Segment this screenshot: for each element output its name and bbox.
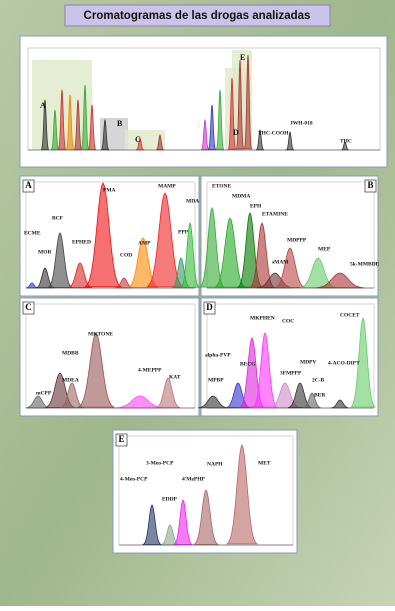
- peak-label: 2C-B: [312, 377, 325, 383]
- overview-label: JWH-018: [290, 120, 313, 126]
- peak-label: 4-ACO-DIPT: [328, 360, 360, 366]
- peak-label: MPBP: [208, 377, 224, 383]
- peak-label: BCF: [52, 215, 64, 221]
- peak-label: MDEA: [62, 377, 79, 383]
- peak-label: 3-Meo-PCP: [146, 460, 174, 466]
- peak-label: MDA: [186, 198, 199, 204]
- peak-label: 4-MEPPP: [138, 367, 162, 373]
- peak-label: KAT: [169, 374, 181, 380]
- title: Cromatogramas de las drogas analizadas: [84, 10, 311, 22]
- overview-label: THC: [340, 138, 352, 144]
- peak-label: ECME: [24, 230, 41, 236]
- peak-label: PPP: [178, 229, 189, 235]
- panel-letter: E: [118, 434, 124, 444]
- peak-label: EDDP: [162, 496, 178, 502]
- peak-label: ETAMINE: [262, 211, 288, 217]
- peak-label: BECG: [240, 361, 256, 367]
- panel-letter: D: [206, 302, 213, 312]
- overview-label: E: [240, 53, 245, 62]
- figure: Cromatogramas de las drogas analizadas A…: [0, 0, 395, 606]
- peak-label: 5k-MMBDE: [350, 261, 380, 267]
- peak-label: 4'MePHP: [182, 476, 206, 482]
- peak-label: MET: [258, 460, 271, 466]
- peak-label: sMAM: [272, 259, 289, 265]
- peak-label: alpha-PVP: [205, 352, 231, 358]
- peak-label: mCPP: [36, 390, 52, 396]
- overview-label: C: [135, 135, 141, 144]
- peak-label: MOR: [38, 249, 52, 255]
- peak-label: EPH: [250, 203, 262, 209]
- peak-label: MDMA: [232, 193, 250, 199]
- overview-label: D: [233, 128, 239, 137]
- peak-label: MEP: [318, 246, 331, 252]
- page: Cromatogramas de las drogas analizadas A…: [0, 0, 395, 606]
- peak-label: EPHED: [72, 239, 91, 245]
- overview-label: THC-COOH: [258, 130, 289, 136]
- peak-label: MDPV: [300, 359, 317, 365]
- panel-letter: A: [25, 180, 32, 190]
- overview-label: A: [40, 101, 46, 110]
- panel-letter: B: [367, 180, 373, 190]
- peak-label: MKTONE: [88, 331, 113, 337]
- peak-label: NAPH: [207, 461, 223, 467]
- peak-label: COCET: [340, 312, 360, 318]
- peak-label: MDBB: [62, 350, 79, 356]
- peak-label: PMA: [103, 187, 116, 193]
- peak-label: BER: [314, 392, 326, 398]
- peak-label: COC: [282, 318, 294, 324]
- peak-label: MDPPP: [287, 237, 307, 243]
- peak-label: 3FMPPP: [280, 370, 302, 376]
- peak-label: COD: [120, 252, 132, 258]
- peak-label: MAMP: [158, 183, 176, 189]
- peak-label: MKPHEN: [250, 315, 275, 321]
- peak-label: AMP: [138, 240, 151, 246]
- overview-label: B: [117, 119, 123, 128]
- panel-letter: C: [25, 302, 32, 312]
- peak-label: ETONE: [212, 183, 231, 189]
- peak-label: 4-Meo-PCP: [120, 476, 148, 482]
